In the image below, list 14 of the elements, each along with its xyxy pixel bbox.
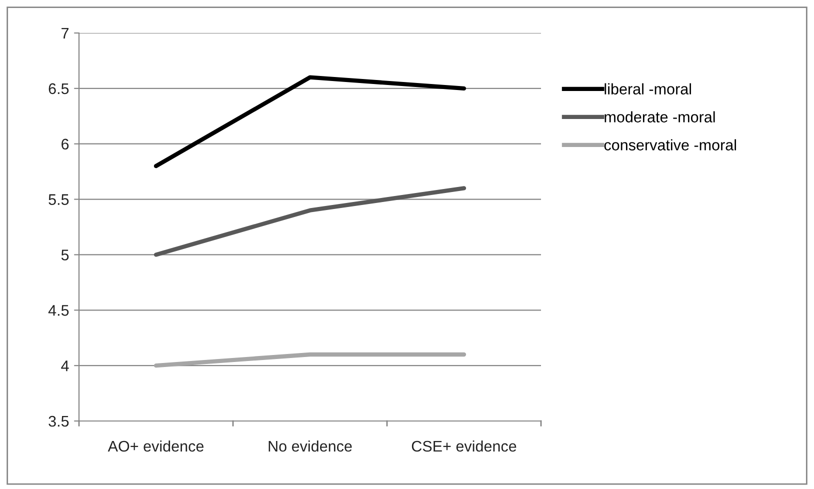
legend-label: conservative -moral xyxy=(604,139,736,150)
x-tick-label: No evidence xyxy=(268,440,352,452)
y-tick-label: 6.5 xyxy=(48,83,69,94)
y-tick-label: 4.5 xyxy=(48,305,69,316)
y-tick-label: 5.5 xyxy=(48,194,69,205)
y-tick-label: 3.5 xyxy=(48,416,69,427)
legend-label: moderate -moral xyxy=(604,111,715,122)
y-tick-label: 4 xyxy=(61,360,69,372)
legend-label: liberal -moral xyxy=(604,83,691,94)
x-tick-label: CSE+ evidence xyxy=(412,440,516,452)
y-tick-label: 7 xyxy=(62,28,69,39)
y-tick-label: 6 xyxy=(62,138,69,150)
y-tick-label: 5 xyxy=(61,250,69,260)
x-tick-label: AO+ evidence xyxy=(108,440,204,452)
